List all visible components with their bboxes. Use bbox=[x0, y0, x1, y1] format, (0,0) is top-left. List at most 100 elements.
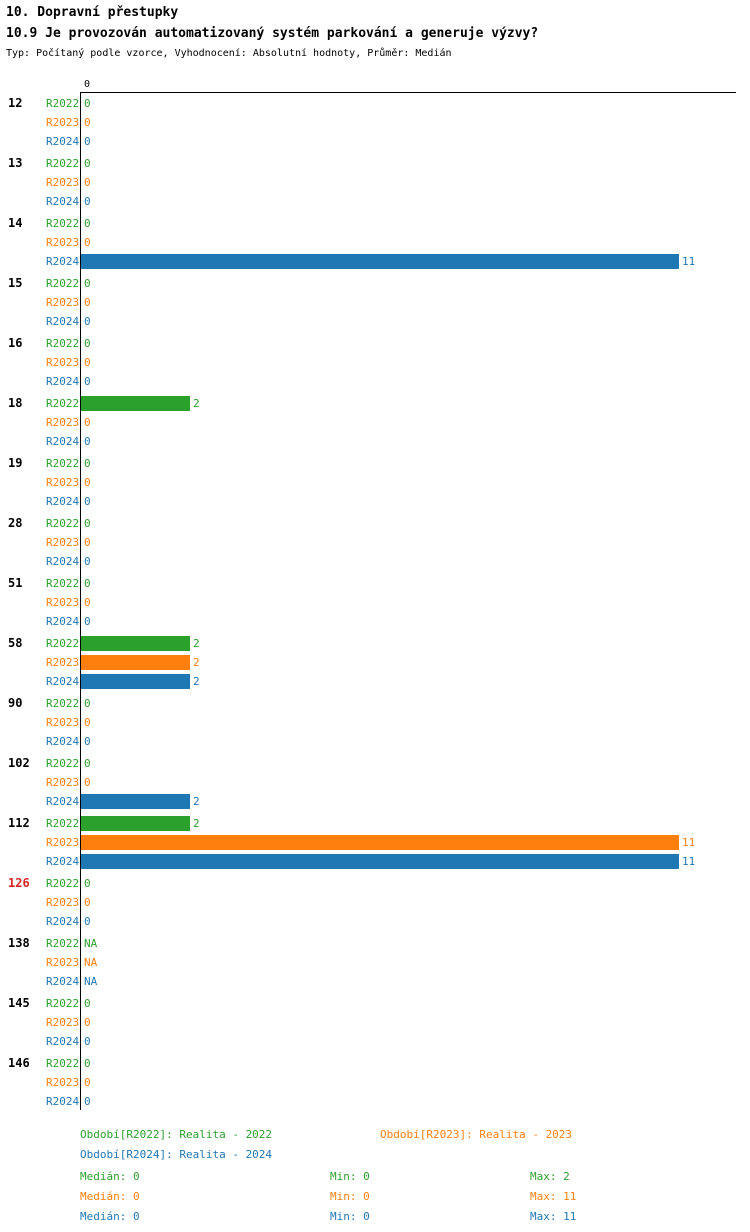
chart-subtitle: 10.9 Je provozován automatizovaný systém… bbox=[6, 26, 539, 41]
bar-area: 0 bbox=[81, 1013, 91, 1032]
bar-area: 0 bbox=[81, 552, 91, 571]
series-label: R2022 bbox=[46, 517, 80, 530]
category-label: 13 bbox=[8, 156, 23, 170]
category-label: 19 bbox=[8, 456, 23, 470]
bar-area: 11 bbox=[81, 833, 695, 852]
series-label: R2024 bbox=[46, 315, 80, 328]
bar-area: 2 bbox=[81, 814, 200, 833]
bar-area: 0 bbox=[81, 754, 91, 773]
bar-area: 0 bbox=[81, 113, 91, 132]
series-label: R2023 bbox=[46, 536, 80, 549]
chart-row: R2024 11 bbox=[0, 252, 750, 271]
category-label: 14 bbox=[8, 216, 23, 230]
series-label: R2023 bbox=[46, 836, 80, 849]
value-label: 11 bbox=[682, 255, 696, 268]
series-label: R2022 bbox=[46, 217, 80, 230]
bar-area: 0 bbox=[81, 713, 91, 732]
series-label: R2024 bbox=[46, 855, 80, 868]
value-label: 0 bbox=[84, 1057, 91, 1070]
chart-row: R2024 0 bbox=[0, 552, 750, 571]
bar-area: 0 bbox=[81, 694, 91, 713]
value-label: 0 bbox=[84, 877, 91, 890]
bar-area: 2 bbox=[81, 672, 200, 691]
value-label: 0 bbox=[84, 1095, 91, 1108]
y-axis-line bbox=[80, 92, 81, 1110]
value-label: 0 bbox=[84, 1016, 91, 1029]
value-label: 0 bbox=[84, 435, 91, 448]
chart-row: R2023 0 bbox=[0, 413, 750, 432]
series-label: R2024 bbox=[46, 135, 80, 148]
value-label: 0 bbox=[84, 1035, 91, 1048]
chart-row: R2024 2 bbox=[0, 792, 750, 811]
bar-area: 0 bbox=[81, 574, 91, 593]
bar-area: 0 bbox=[81, 874, 91, 893]
category-label: 51 bbox=[8, 576, 23, 590]
bar-area: 0 bbox=[81, 514, 91, 533]
series-label: R2024 bbox=[46, 915, 80, 928]
chart-group: 145 R2022 0 R2023 0 R2024 0 bbox=[0, 994, 750, 1054]
chart-group: 102 R2022 0 R2023 0 R2024 2 bbox=[0, 754, 750, 814]
bar-area: 2 bbox=[81, 653, 200, 672]
axis-tick-zero: 0 bbox=[84, 79, 91, 90]
chart-row: R2022 0 bbox=[0, 514, 750, 533]
chart-row: R2024 0 bbox=[0, 1092, 750, 1111]
chart-group: 18 R2022 2 R2023 0 R2024 0 bbox=[0, 394, 750, 454]
category-label: 16 bbox=[8, 336, 23, 350]
chart-group: 16 R2022 0 R2023 0 R2024 0 bbox=[0, 334, 750, 394]
chart-row: R2023 0 bbox=[0, 893, 750, 912]
chart-row: R2023 0 bbox=[0, 173, 750, 192]
value-label: 0 bbox=[84, 356, 91, 369]
series-label: R2022 bbox=[46, 577, 80, 590]
bar-area: 0 bbox=[81, 912, 91, 931]
chart-row: R2024 2 bbox=[0, 672, 750, 691]
series-label: R2022 bbox=[46, 1057, 80, 1070]
bar-area: 0 bbox=[81, 293, 91, 312]
bar bbox=[81, 655, 190, 670]
chart-row: R2022 0 bbox=[0, 274, 750, 293]
series-label: R2024 bbox=[46, 255, 80, 268]
value-label: 0 bbox=[84, 195, 91, 208]
chart-row: R2023 0 bbox=[0, 533, 750, 552]
chart-row: R2023 0 bbox=[0, 593, 750, 612]
value-label: 0 bbox=[84, 577, 91, 590]
bar-area: 0 bbox=[81, 372, 91, 391]
series-label: R2022 bbox=[46, 97, 80, 110]
chart-group: 112 R2022 2 R2023 11 R2024 11 bbox=[0, 814, 750, 874]
series-label: R2023 bbox=[46, 416, 80, 429]
bar-area: 0 bbox=[81, 533, 91, 552]
legend-item-r2022: Období[R2022]: Realita - 2022 bbox=[80, 1128, 273, 1141]
chart-row: R2023 0 bbox=[0, 113, 750, 132]
series-label: R2022 bbox=[46, 937, 80, 950]
chart-row: R2024 0 bbox=[0, 1032, 750, 1051]
bar-area: NA bbox=[81, 953, 97, 972]
series-label: R2023 bbox=[46, 896, 80, 909]
chart-row: R2024 0 bbox=[0, 192, 750, 211]
category-label: 126 bbox=[8, 876, 30, 890]
chart-row: R2022 0 bbox=[0, 94, 750, 113]
value-label: 2 bbox=[193, 656, 200, 669]
bar-area: 0 bbox=[81, 173, 91, 192]
value-label: 0 bbox=[84, 416, 91, 429]
value-label: NA bbox=[84, 937, 98, 950]
chart-row: R2023 0 bbox=[0, 473, 750, 492]
chart-group: 51 R2022 0 R2023 0 R2024 0 bbox=[0, 574, 750, 634]
chart-groups: 12 R2022 0 R2023 0 R2024 0 13 R2022 0 R2023 0 R2024 0… bbox=[0, 94, 750, 1114]
value-label: 0 bbox=[84, 517, 91, 530]
value-label: 2 bbox=[193, 397, 200, 410]
bar-area: 0 bbox=[81, 413, 91, 432]
bar-area: 11 bbox=[81, 852, 695, 871]
page-title: 10. Dopravní přestupky bbox=[6, 5, 179, 20]
legend-and-stats: Období[R2022]: Realita - 2022 Období[R20… bbox=[0, 1124, 750, 1232]
series-label: R2024 bbox=[46, 195, 80, 208]
chart-row: R2024 0 bbox=[0, 732, 750, 751]
bar-area: 0 bbox=[81, 1092, 91, 1111]
value-label: 2 bbox=[193, 795, 200, 808]
series-label: R2022 bbox=[46, 457, 80, 470]
value-label: 0 bbox=[84, 555, 91, 568]
value-label: 0 bbox=[84, 135, 91, 148]
legend-item-r2023: Období[R2023]: Realita - 2023 bbox=[380, 1128, 573, 1141]
bar bbox=[81, 254, 679, 269]
chart-row: R2023 0 bbox=[0, 233, 750, 252]
bar-area: 0 bbox=[81, 132, 91, 151]
bar-area: 0 bbox=[81, 994, 91, 1013]
